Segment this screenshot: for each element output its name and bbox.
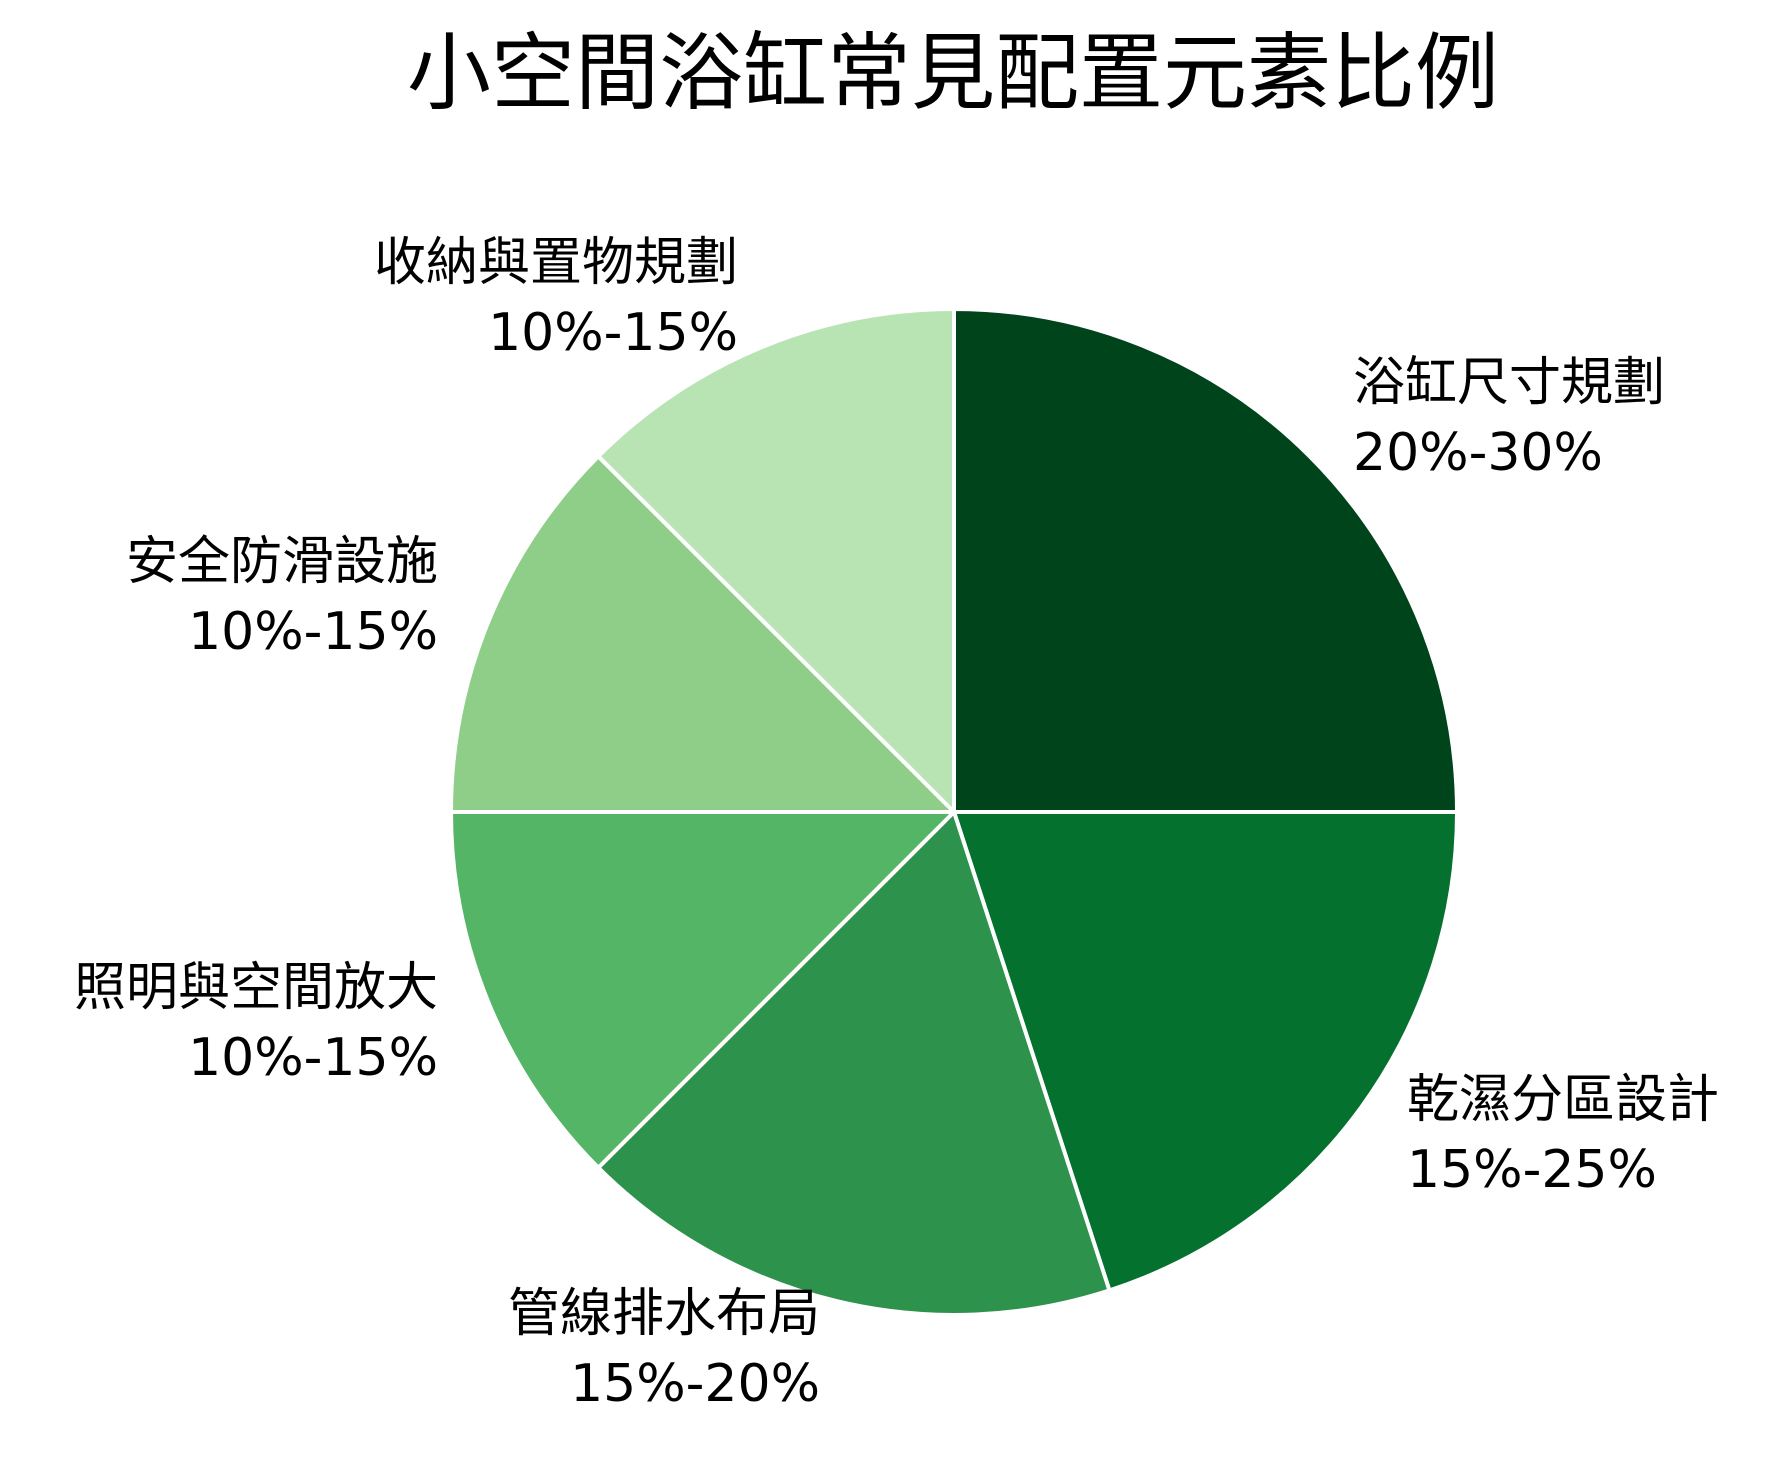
- slice-range: 10%-15%: [488, 303, 738, 363]
- slice-range: 20%-30%: [1353, 423, 1603, 483]
- pie-slice: [952, 306, 1460, 814]
- slice-range: 15%-20%: [570, 1354, 820, 1414]
- slice-label: 照明與空間放大: [74, 958, 438, 1018]
- pie-slice: [448, 453, 959, 814]
- slice-label: 安全防滑設施: [126, 532, 438, 592]
- slice-label: 管線排水布局: [508, 1284, 820, 1344]
- slice-range: 10%-15%: [188, 1028, 438, 1088]
- slice-label: 乾濕分區設計: [1407, 1070, 1719, 1130]
- slice-label: 浴缸尺寸規劃: [1353, 353, 1665, 413]
- pie-slice: [595, 306, 956, 817]
- pie-slice: [595, 808, 1112, 1317]
- slice-label: 收納與置物規劃: [374, 233, 738, 293]
- slice-range: 10%-15%: [188, 602, 438, 662]
- pie-slice: [448, 810, 959, 1171]
- chart-title: 小空間浴缸常見配置元素比例: [407, 24, 1499, 122]
- slice-range: 15%-25%: [1407, 1140, 1657, 1200]
- pie-slice: [951, 810, 1460, 1293]
